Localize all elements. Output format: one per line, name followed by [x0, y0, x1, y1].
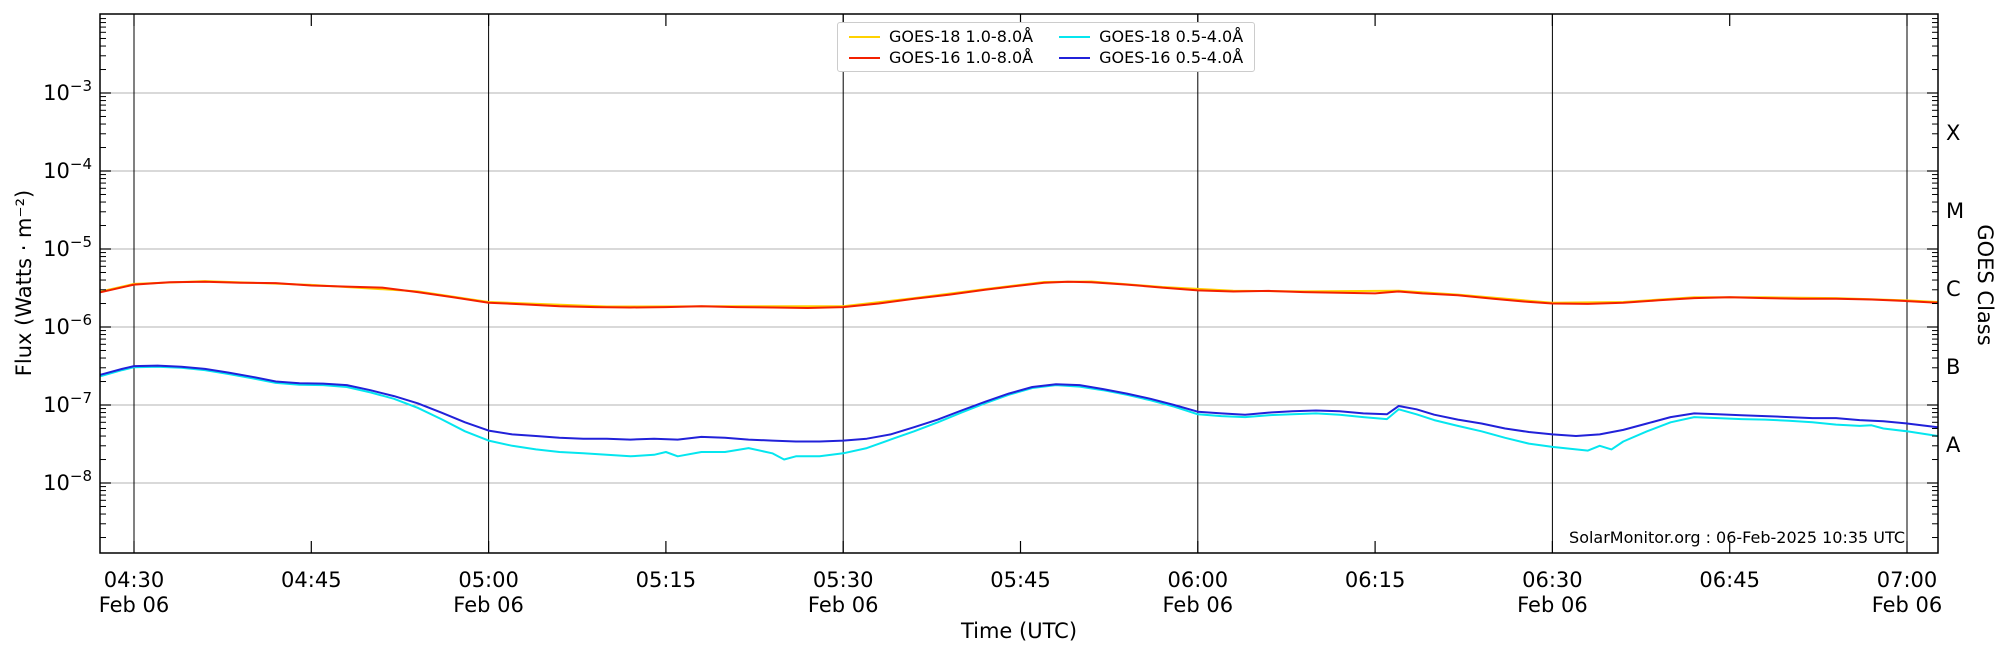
legend-line-swatch-goes16-long [849, 56, 880, 59]
x-tick-label: 04:45 [281, 568, 342, 592]
goes-class-label-m: M [1946, 199, 1964, 223]
legend-item-goes16-long: GOES-16 1.0-8.0Å [849, 48, 1033, 68]
y-tick-label: 10−5 [43, 233, 92, 261]
y-tick-label: 10−8 [43, 467, 92, 495]
series-line-goes-16-1-0-8-0- [100, 280, 1938, 309]
x-tick-label: 06:00 [1168, 568, 1229, 592]
right-axis-title: GOES Class [1973, 224, 1997, 346]
x-tick-label: 04:30 [104, 568, 165, 592]
x-tick-date-label: Feb 06 [1163, 593, 1234, 617]
x-tick-date-label: Feb 06 [1872, 593, 1943, 617]
goes-class-label-a: A [1946, 433, 1961, 457]
x-tick-label: 06:30 [1522, 568, 1583, 592]
legend-line-swatch-goes18-short [1059, 35, 1091, 38]
legend-label: GOES-18 0.5-4.0Å [1099, 27, 1244, 46]
y-tick-label: 10−4 [43, 155, 92, 183]
legend-column-short-channel: GOES-18 0.5-4.0Å GOES-16 0.5-4.0Å [1059, 27, 1243, 68]
legend-item-goes16-short: GOES-16 0.5-4.0Å [1059, 48, 1243, 68]
x-tick-label: 07:00 [1877, 568, 1938, 592]
x-tick-date-label: Feb 06 [1517, 593, 1588, 617]
legend-line-swatch-goes18-long [849, 35, 880, 38]
x-axis-title: Time (UTC) [960, 619, 1078, 643]
x-tick-date-label: Feb 06 [99, 593, 170, 617]
legend-label: GOES-16 0.5-4.0Å [1099, 48, 1244, 67]
y-tick-label: 10−7 [43, 389, 92, 417]
x-tick-date-label: Feb 06 [453, 593, 524, 617]
legend-label: GOES-18 1.0-8.0Å [889, 27, 1034, 46]
y-axis-title: Flux (Watts · m⁻²) [12, 189, 36, 377]
legend-label: GOES-16 1.0-8.0Å [889, 48, 1034, 67]
x-tick-date-label: Feb 06 [808, 593, 879, 617]
x-tick-label: 05:45 [990, 568, 1051, 592]
x-tick-label: 06:15 [1345, 568, 1406, 592]
legend: GOES-18 1.0-8.0Å GOES-16 1.0-8.0Å GOES-1… [837, 22, 1256, 72]
x-tick-label: 05:00 [458, 568, 519, 592]
x-tick-label: 05:30 [813, 568, 874, 592]
legend-item-goes18-short: GOES-18 0.5-4.0Å [1059, 27, 1243, 47]
legend-item-goes18-long: GOES-18 1.0-8.0Å [849, 27, 1033, 47]
x-tick-label: 06:45 [1699, 568, 1760, 592]
legend-line-swatch-goes16-short [1059, 56, 1091, 59]
series-line-goes-18-0-5-4-0- [100, 365, 1938, 461]
goes-class-label-x: X [1946, 121, 1960, 145]
x-tick-label: 05:15 [636, 568, 697, 592]
goes-class-label-c: C [1946, 277, 1961, 301]
y-tick-label: 10−3 [43, 77, 92, 105]
goes-class-label-b: B [1946, 355, 1960, 379]
y-tick-label: 10−6 [43, 311, 92, 339]
source-timestamp-annotation: SolarMonitor.org : 06-Feb-2025 10:35 UTC [1569, 528, 1905, 547]
plot-border [99, 13, 1939, 554]
series-line-goes-16-0-5-4-0- [100, 364, 1938, 443]
legend-column-long-channel: GOES-18 1.0-8.0Å GOES-16 1.0-8.0Å [849, 27, 1033, 68]
